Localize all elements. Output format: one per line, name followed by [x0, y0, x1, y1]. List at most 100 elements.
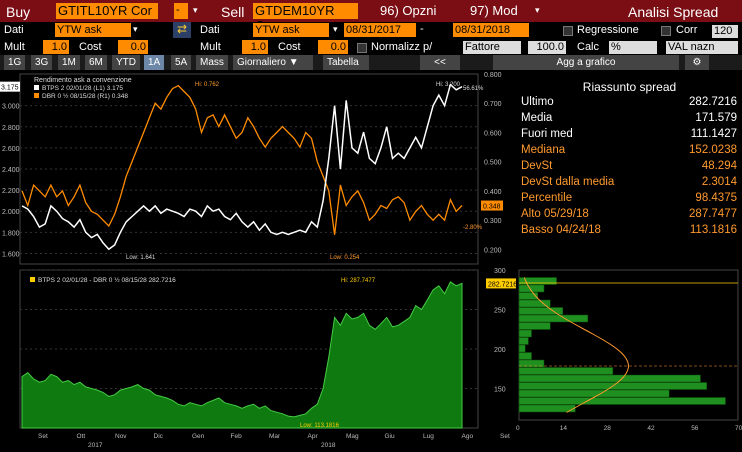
month-tick-label: Apr	[308, 433, 319, 440]
chevron-down-icon[interactable]: ▾	[535, 5, 540, 15]
period-ytd-button[interactable]: YTD	[112, 55, 140, 70]
fattore-select[interactable]: Fattore	[463, 41, 521, 54]
right-tick-label: 0.600	[484, 130, 502, 137]
legend-swatch-white	[34, 85, 39, 90]
histogram-tick-label: 70	[735, 425, 742, 432]
chevron-down-icon[interactable]: ▾	[133, 24, 138, 34]
buy-security-input[interactable]: GTITL10YR Cor	[56, 3, 158, 19]
histogram-bar	[518, 284, 545, 293]
mod-button[interactable]: 97) Mod	[470, 3, 518, 18]
regressione-label: Regressione	[577, 24, 639, 36]
right-tick-label: 0.800	[484, 72, 502, 79]
summary-row-value: 152.0238	[689, 144, 737, 156]
month-tick-label: Set	[500, 433, 510, 440]
normalizz-checkbox[interactable]	[357, 43, 367, 53]
back-button[interactable]: <<	[420, 55, 460, 70]
spread-tick-label: 300	[494, 268, 506, 275]
left-tick-label: 1.600	[2, 251, 20, 258]
opzni-button[interactable]: 96) Opzni	[380, 3, 437, 18]
start-date-input[interactable]: 08/31/2017	[344, 23, 416, 37]
dati-label-1: Dati	[4, 24, 24, 36]
val-select[interactable]: VAL nazn	[666, 41, 738, 54]
chevron-down-icon[interactable]: ▾	[193, 5, 198, 15]
histogram-bar	[518, 404, 576, 413]
buy-label: Buy	[6, 4, 31, 20]
left-tick-label: 2.000	[2, 209, 20, 216]
field-select-2[interactable]: YTW ask	[253, 23, 329, 37]
summary-row-value: 48.294	[701, 160, 737, 172]
cost-input-1[interactable]: 0.0	[118, 40, 148, 54]
corr-checkbox[interactable]	[661, 26, 671, 36]
annotation: -2.80%	[463, 225, 483, 231]
corr-value-input[interactable]: 120	[712, 25, 738, 38]
add-chart-button[interactable]: Agg a grafico	[493, 55, 679, 70]
month-tick-label: Ott	[77, 433, 86, 440]
date-separator: -	[420, 23, 424, 35]
summary-row-label: Fuori med	[521, 128, 573, 140]
cost-label-1: Cost	[79, 41, 102, 53]
summary-row-label: Percentile	[521, 192, 573, 204]
summary-row: DevSt 48.294	[521, 160, 737, 175]
gear-icon[interactable]: ⚙	[685, 55, 709, 70]
spread-tick-label: 250	[494, 308, 506, 315]
left-tick-label: 2.200	[2, 188, 20, 195]
period-6m-button[interactable]: 6M	[85, 55, 107, 70]
field-select-1[interactable]: YTW ask	[55, 23, 131, 37]
chevron-down-icon: ▼	[288, 57, 299, 68]
normalizz-label: Normalizz p/	[371, 41, 433, 53]
last-value-label: 3.175	[1, 85, 19, 92]
annotation: Hi: 287.7477	[341, 278, 376, 284]
frequency-select[interactable]: Giornaliero ▼	[233, 55, 313, 70]
cost-input-2[interactable]: 0.0	[318, 40, 348, 54]
histogram-tick-label: 28	[604, 425, 612, 432]
summary-row-label: Mediana	[521, 144, 566, 156]
period-3g-button[interactable]: 3G	[31, 55, 53, 70]
swap-icon[interactable]: ⇄	[173, 22, 191, 38]
calc-select[interactable]: %	[609, 41, 657, 54]
histogram-bar	[518, 359, 545, 368]
period-1m-button[interactable]: 1M	[58, 55, 80, 70]
chevron-down-icon[interactable]: ▾	[333, 24, 338, 34]
histogram-bar	[518, 314, 589, 323]
right-tick-label: 0.200	[484, 247, 502, 254]
last-value-tag	[0, 81, 20, 92]
mult-input-2[interactable]: 1.0	[242, 40, 268, 54]
dash-button[interactable]: -	[174, 3, 188, 19]
period-1a-button[interactable]: 1A	[144, 55, 165, 70]
right-tick-label: 0.500	[484, 160, 502, 167]
left-tick-label: 3.000	[2, 104, 20, 111]
period-mass-button[interactable]: Mass	[196, 55, 228, 70]
annotation: Low: 0.254	[330, 255, 360, 261]
cost-label-2: Cost	[278, 41, 301, 53]
sell-label: Sell	[221, 4, 245, 20]
annotation: Hi: 3.200	[436, 82, 461, 88]
histogram-tick-label: 0	[516, 425, 520, 432]
tabella-button[interactable]: Tabella	[323, 55, 369, 70]
fattore-value-input[interactable]: 100.0	[528, 41, 566, 54]
summary-row: Basso 04/24/18 113.1816	[521, 224, 737, 239]
sell-security-input[interactable]: GTDEM10YR Cor	[253, 3, 358, 33]
legend-swatch-spread	[30, 277, 35, 282]
histogram-bar	[518, 389, 670, 398]
corr-label: Corr	[676, 24, 698, 36]
summary-row-value: 113.1816	[689, 224, 737, 236]
histogram-bar	[518, 299, 551, 308]
summary-row-label: Basso 04/24/18	[521, 224, 601, 236]
histogram-bar	[518, 397, 726, 405]
mult-label-2: Mult	[200, 41, 221, 53]
right-tick-label: 0.300	[484, 218, 502, 225]
histogram-bar	[518, 329, 532, 338]
period-5a-button[interactable]: 5A	[171, 55, 192, 70]
right-tick-label: 0.700	[484, 101, 502, 108]
annotation: Low: 1.641	[126, 255, 156, 261]
right-tick-label: 0.400	[484, 189, 502, 196]
page-title: Analisi Spread	[628, 4, 719, 20]
toolbar: 1G 3G 1M 6M YTD 1A 5A Mass Giornaliero ▼…	[0, 55, 742, 70]
end-date-input[interactable]: 08/31/2018	[453, 23, 529, 37]
regressione-checkbox[interactable]	[563, 26, 573, 36]
period-1g-button[interactable]: 1G	[4, 55, 26, 70]
mult-input-1[interactable]: 1.0	[43, 40, 69, 54]
month-tick-label: Giu	[385, 433, 396, 440]
histogram-bar	[518, 344, 526, 353]
